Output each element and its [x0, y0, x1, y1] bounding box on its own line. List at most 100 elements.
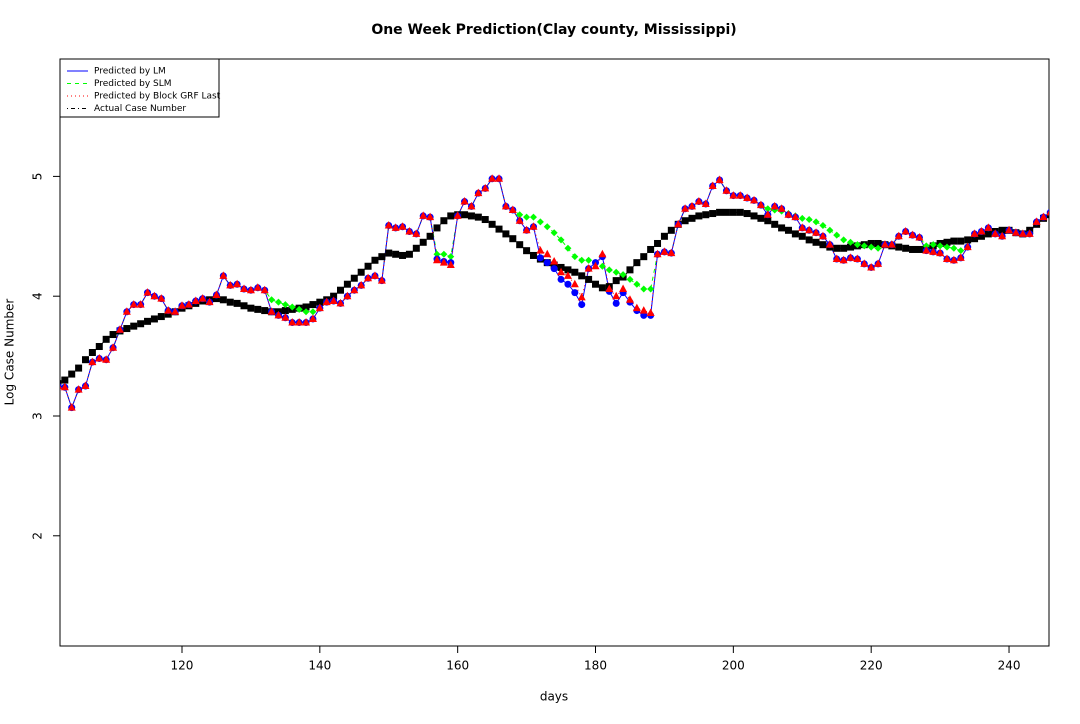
- diamond-marker: [516, 211, 524, 219]
- square-marker: [716, 208, 724, 216]
- triangle-marker: [60, 385, 62, 390]
- triangle-marker: [481, 183, 490, 192]
- square-marker: [467, 212, 475, 220]
- triangle-marker: [529, 222, 538, 230]
- triangle-marker: [998, 231, 1007, 240]
- square-marker: [316, 298, 324, 306]
- triangle-marker: [1025, 229, 1034, 237]
- square-marker: [660, 232, 668, 240]
- triangle-marker: [240, 284, 249, 293]
- square-marker: [82, 356, 90, 364]
- square-marker: [502, 230, 510, 238]
- triangle-marker: [508, 205, 517, 213]
- square-marker: [371, 256, 379, 264]
- triangle-marker: [584, 264, 593, 272]
- square-marker: [385, 249, 393, 257]
- diamond-marker: [929, 241, 937, 249]
- square-marker: [640, 253, 648, 261]
- triangle-marker: [102, 355, 111, 363]
- triangle-marker: [419, 211, 428, 219]
- triangle-marker: [550, 256, 559, 265]
- square-marker: [509, 235, 517, 243]
- square-marker: [357, 268, 365, 276]
- y-tick-label: 4: [31, 292, 45, 300]
- square-marker: [219, 296, 227, 304]
- triangle-marker: [350, 285, 359, 294]
- triangle-marker: [701, 199, 710, 207]
- triangle-marker: [853, 254, 862, 263]
- triangle-marker: [74, 385, 83, 393]
- square-marker: [984, 230, 992, 238]
- triangle-marker: [288, 318, 297, 326]
- square-marker: [405, 250, 413, 258]
- square-marker: [392, 250, 400, 258]
- triangle-marker: [791, 212, 800, 221]
- triangle-marker: [302, 318, 311, 326]
- diamond-marker: [633, 280, 641, 288]
- square-marker: [833, 244, 841, 252]
- square-marker: [426, 232, 434, 240]
- triangle-marker: [95, 353, 104, 362]
- square-marker: [612, 277, 620, 285]
- square-marker: [137, 320, 145, 328]
- square-marker: [819, 241, 827, 249]
- square-marker: [778, 224, 786, 232]
- triangle-marker: [322, 297, 331, 306]
- triangle-marker: [191, 296, 200, 304]
- triangle-marker: [198, 294, 207, 302]
- square-marker: [60, 380, 62, 388]
- circle-marker: [612, 299, 620, 307]
- triangle-marker: [439, 258, 448, 266]
- triangle-marker: [557, 267, 566, 276]
- triangle-marker: [598, 249, 607, 258]
- triangle-marker: [577, 292, 586, 301]
- square-marker: [736, 208, 744, 216]
- square-marker: [440, 217, 448, 225]
- triangle-marker: [391, 223, 400, 231]
- diamond-marker: [936, 242, 944, 250]
- diamond-marker: [826, 226, 834, 234]
- square-marker: [791, 230, 799, 238]
- triangle-marker: [605, 284, 614, 293]
- square-marker: [481, 216, 489, 224]
- triangle-marker: [212, 290, 221, 298]
- triangle-marker: [839, 255, 848, 264]
- square-marker: [578, 272, 586, 280]
- triangle-marker: [818, 231, 827, 240]
- square-marker: [474, 213, 482, 221]
- triangle-marker: [81, 381, 90, 390]
- square-marker: [598, 284, 606, 292]
- legend-label: Predicted by LM: [94, 67, 166, 77]
- triangle-marker: [226, 280, 235, 289]
- triangle-marker: [667, 248, 676, 257]
- triangle-marker: [164, 306, 173, 314]
- triangle-marker: [1005, 225, 1014, 234]
- triangle-marker: [260, 285, 269, 294]
- triangle-marker: [412, 229, 421, 237]
- triangle-marker: [515, 216, 524, 224]
- triangle-marker: [336, 298, 345, 307]
- square-marker: [784, 226, 792, 234]
- triangle-marker: [150, 291, 159, 300]
- diamond-marker: [833, 231, 841, 239]
- triangle-marker: [281, 313, 290, 321]
- diamond-marker: [619, 271, 627, 279]
- triangle-marker: [495, 174, 504, 182]
- square-marker: [998, 226, 1006, 234]
- diamond-marker: [847, 238, 855, 246]
- square-marker: [633, 259, 641, 267]
- triangle-marker: [867, 262, 876, 271]
- triangle-marker: [501, 201, 510, 210]
- triangle-marker: [763, 210, 772, 218]
- square-marker: [281, 307, 289, 315]
- square-marker: [654, 239, 662, 247]
- triangle-marker: [467, 201, 476, 210]
- triangle-marker: [646, 308, 655, 316]
- triangle-marker: [453, 211, 462, 219]
- triangle-marker: [205, 297, 214, 306]
- square-marker: [302, 303, 310, 311]
- square-marker: [977, 232, 985, 240]
- square-marker: [495, 225, 503, 233]
